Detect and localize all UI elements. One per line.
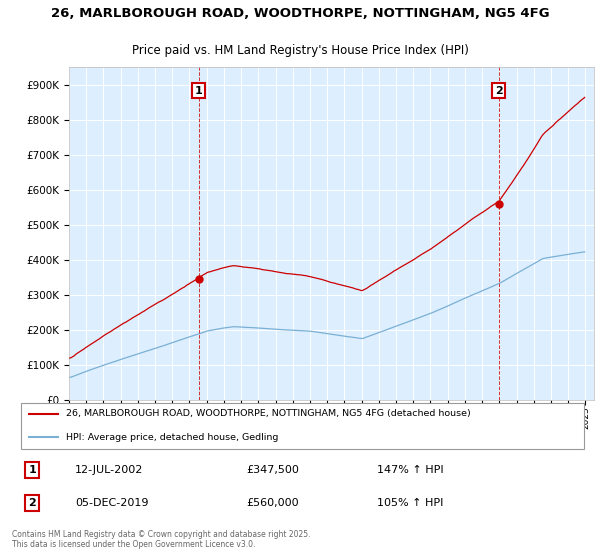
Text: 147% ↑ HPI: 147% ↑ HPI: [377, 465, 444, 475]
Text: Price paid vs. HM Land Registry's House Price Index (HPI): Price paid vs. HM Land Registry's House …: [131, 44, 469, 57]
Text: 12-JUL-2002: 12-JUL-2002: [75, 465, 143, 475]
Text: 2: 2: [495, 86, 502, 96]
Text: 05-DEC-2019: 05-DEC-2019: [75, 498, 149, 508]
Text: Contains HM Land Registry data © Crown copyright and database right 2025.
This d: Contains HM Land Registry data © Crown c…: [12, 530, 311, 549]
Text: 2: 2: [28, 498, 36, 508]
Text: £560,000: £560,000: [246, 498, 299, 508]
Text: 26, MARLBOROUGH ROAD, WOODTHORPE, NOTTINGHAM, NG5 4FG (detached house): 26, MARLBOROUGH ROAD, WOODTHORPE, NOTTIN…: [67, 409, 471, 418]
Text: 1: 1: [195, 86, 203, 96]
FancyBboxPatch shape: [21, 404, 584, 449]
Text: HPI: Average price, detached house, Gedling: HPI: Average price, detached house, Gedl…: [67, 432, 279, 441]
Text: 1: 1: [28, 465, 36, 475]
Text: £347,500: £347,500: [246, 465, 299, 475]
Text: 105% ↑ HPI: 105% ↑ HPI: [377, 498, 443, 508]
Text: 26, MARLBOROUGH ROAD, WOODTHORPE, NOTTINGHAM, NG5 4FG: 26, MARLBOROUGH ROAD, WOODTHORPE, NOTTIN…: [50, 7, 550, 20]
